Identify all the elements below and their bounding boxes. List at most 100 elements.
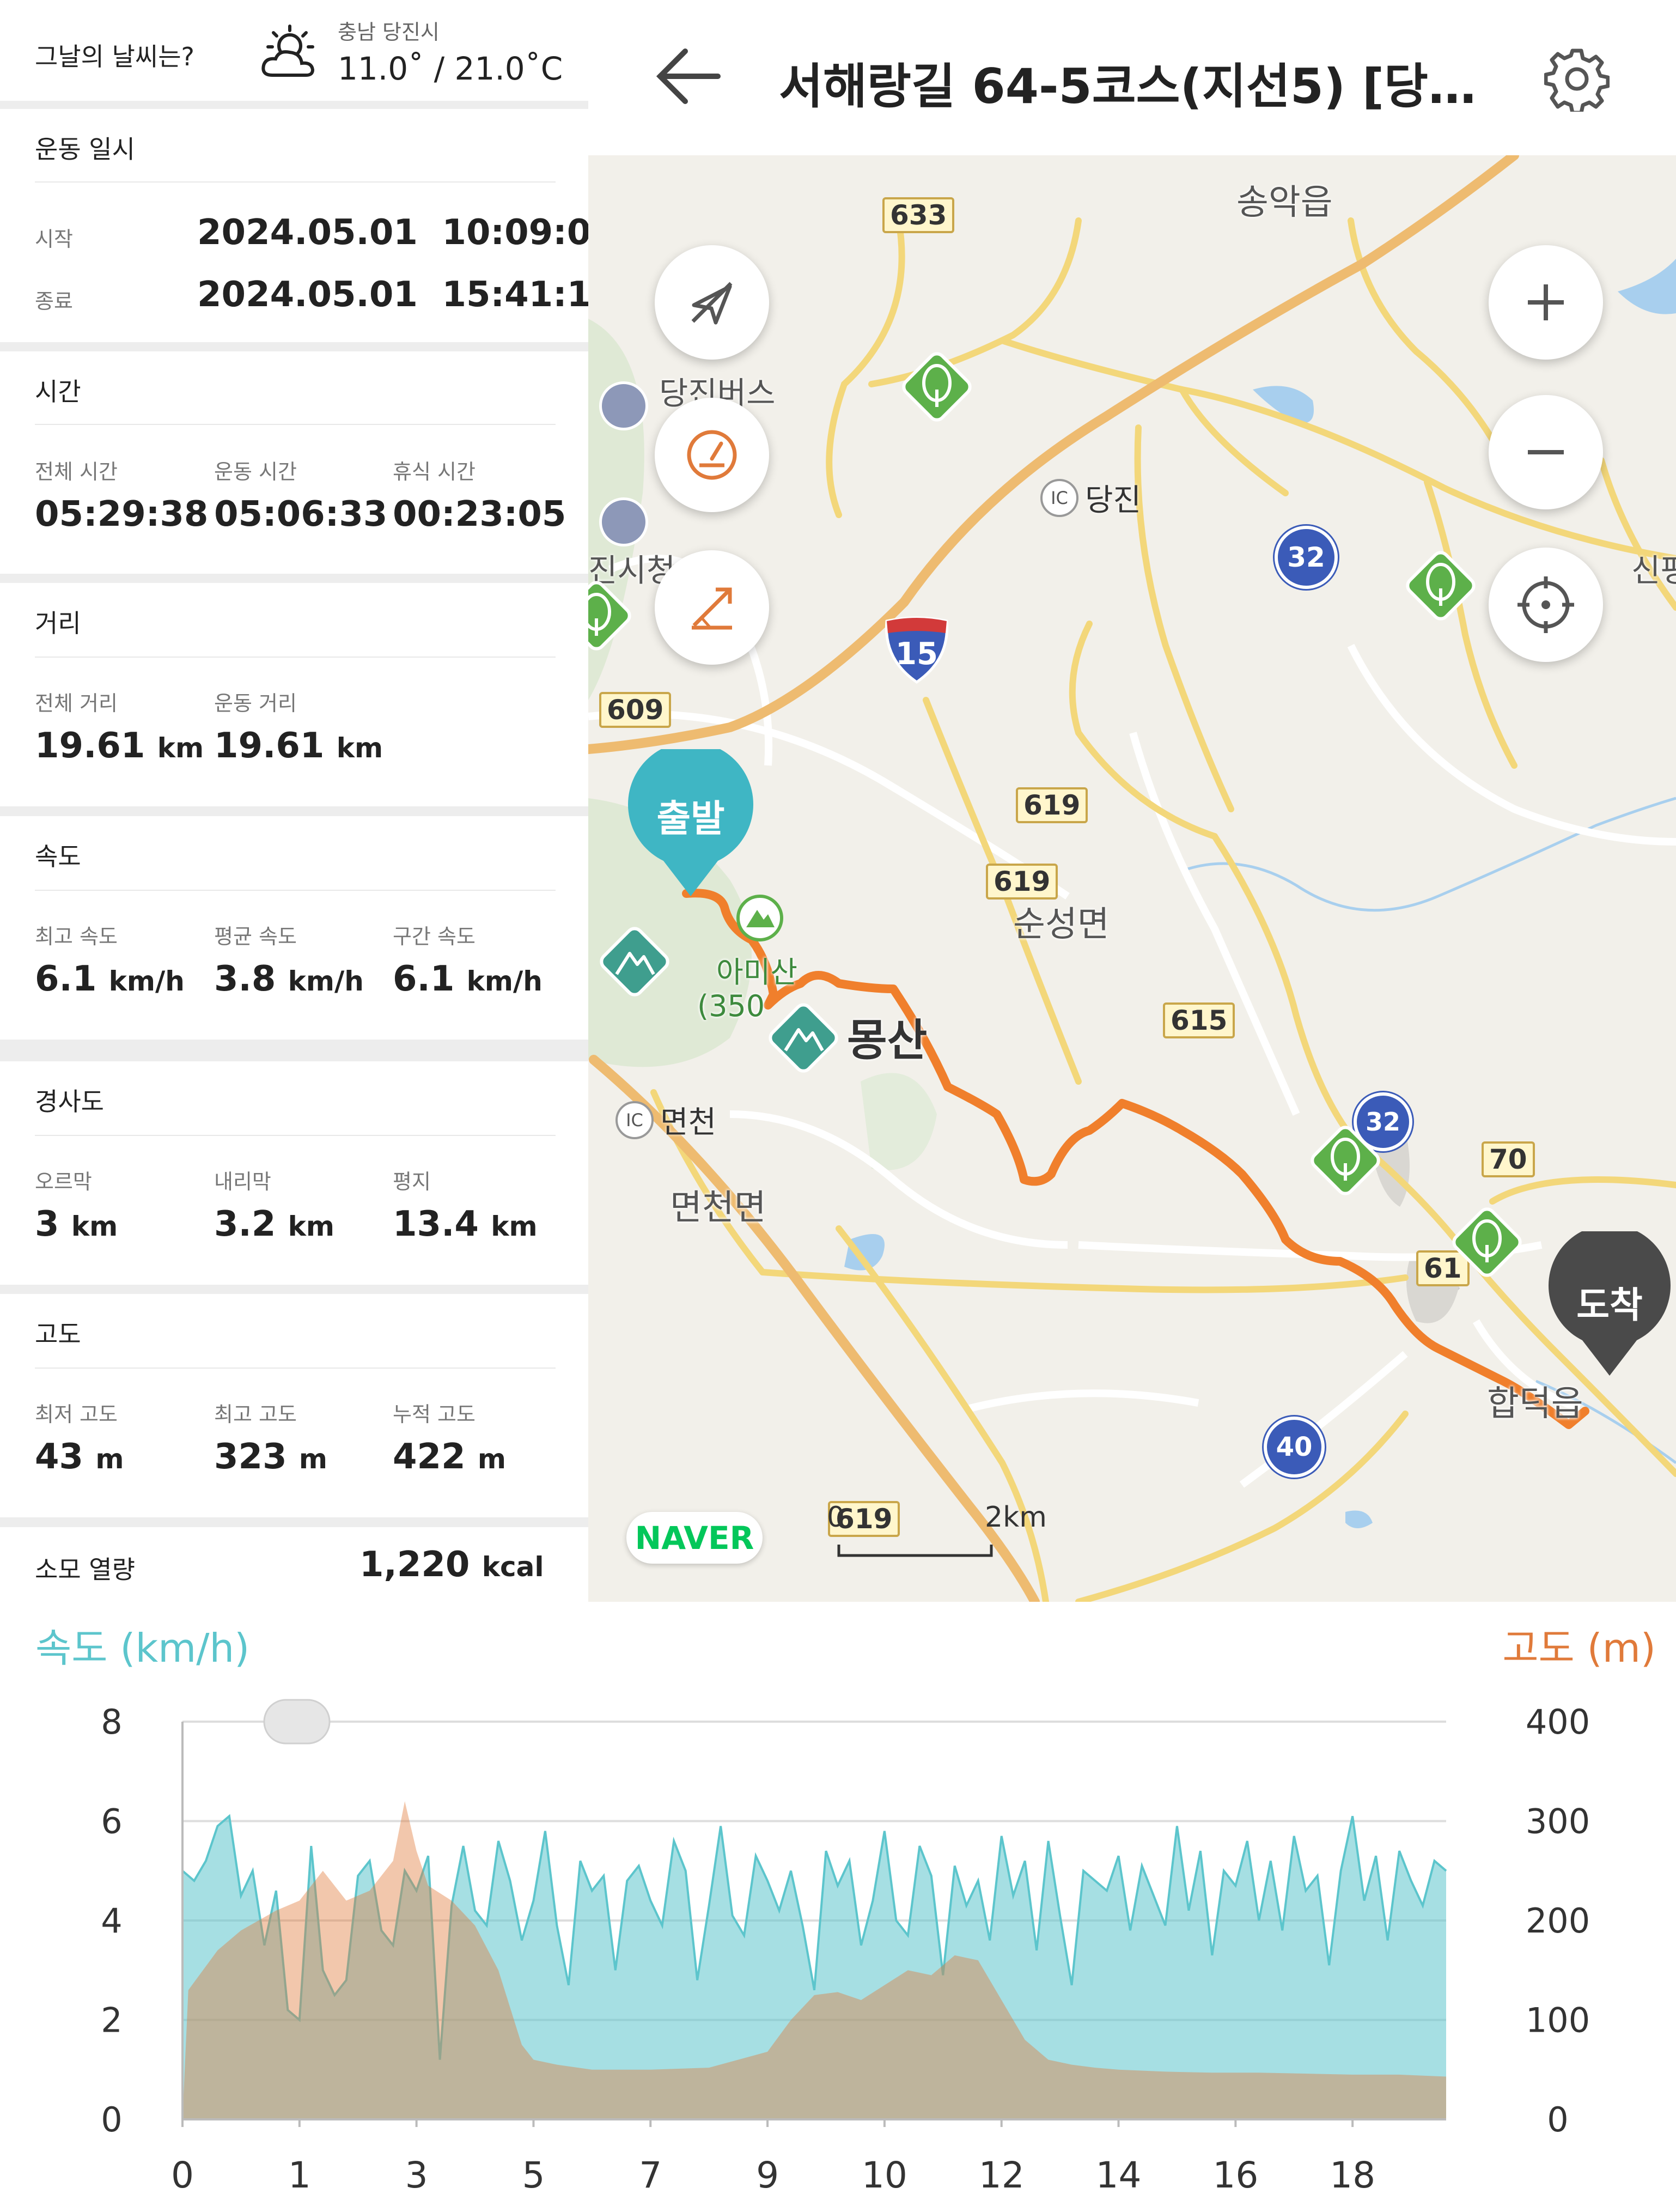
x-tick-label: 16 [1212,2154,1258,2196]
place-label: 당진 [1085,483,1142,518]
slope-title: 경사도 [35,1087,104,1116]
zoom-in-button[interactable] [1489,245,1603,360]
divider [35,424,556,425]
start-marker[interactable]: 출발 [625,749,756,902]
start-datetime: 2024.05.01 10:09:03 [197,212,615,253]
altitude-card: 고도 최저 고도 43 m 최고 고도 323 m 누적 고도 422 m [0,1294,588,1517]
road-number: 70 [1482,1141,1535,1177]
park-marker-icon[interactable] [896,346,978,430]
mountain-marker-icon[interactable] [594,921,675,1005]
end-datetime: 2024.05.01 15:41:18 [197,275,615,315]
weather-question: 그날의 날씨는? [35,42,194,71]
exercise-datetime-card: 운동 일시 시작 2024.05.01 10:09:03 종료 2024.05.… [0,109,615,342]
avg-speed-value: 3.8 km/h [214,959,364,999]
total-distance-label: 전체 거리 [35,691,118,715]
park-marker-icon[interactable] [1305,1120,1386,1204]
distance-title: 거리 [35,609,81,638]
scale-label: 2km [985,1501,1047,1534]
x-tick-label: 7 [639,2154,662,2196]
max-altitude-label: 최고 고도 [214,1402,297,1426]
speedometer-button[interactable] [655,398,769,512]
speed-series-line [181,1814,1447,2060]
ic-badge: IC [1040,478,1078,517]
compass-off-button[interactable] [655,245,769,360]
x-tick-label: 5 [522,2154,545,2196]
slope-icon [692,587,732,630]
left-tick-label: 8 [101,1702,122,1742]
current-location-button[interactable] [1489,548,1603,662]
calories-label: 소모 열량 [35,1555,135,1584]
x-tick-label: 3 [405,2154,428,2196]
road-number: 609 [599,692,672,728]
duration-title: 시간 [35,377,81,406]
right-tick-label: 200 [1526,1901,1590,1941]
left-axis-title: 속도 (km/h) [35,1625,249,1671]
route-shield: 40 [1264,1417,1325,1478]
place-label: 몽산 [847,1015,928,1066]
road-number: 619 [828,1501,900,1537]
place-label: (350 [697,989,765,1023]
avg-speed-label: 평균 속도 [214,925,297,949]
left-tick-label: 4 [101,1901,122,1941]
bus-terminal-icon[interactable] [599,381,648,430]
left-tick-label: 2 [101,2001,122,2040]
city-hall-icon[interactable] [599,497,648,546]
uphill-value: 3 km [35,1204,118,1244]
divider [35,1135,556,1136]
downhill-value: 3.2 km [214,1204,335,1244]
place-label: 신평면 [1631,552,1676,589]
x-tick-label: 14 [1096,2154,1142,2196]
calories-value: 1,220 kcal [359,1545,544,1585]
cumulative-altitude-label: 누적 고도 [393,1402,476,1426]
zoom-out-button[interactable] [1489,395,1603,509]
weather-location: 충남 당진시 [338,20,440,44]
x-tick-label: 1 [288,2154,311,2196]
left-tick-label: 6 [101,1802,122,1842]
arrow-left-icon[interactable] [654,44,724,109]
total-distance-value: 19.61 km [35,726,204,766]
min-altitude-label: 최저 고도 [35,1402,118,1426]
ic-marker: IC 당진 [1040,476,1141,520]
speed-series-area [182,1816,1446,2119]
naver-logo: NAVER [626,1512,763,1564]
x-tick-label: 18 [1330,2154,1375,2196]
ic-badge: IC [615,1101,654,1139]
compass-off-icon [691,282,733,325]
end-marker[interactable]: 도착 [1544,1231,1675,1378]
road-number: 615 [1163,1002,1235,1038]
x-tick-label: 0 [171,2154,194,2196]
park-marker-icon[interactable] [588,575,637,659]
exercise-datetime-title: 운동 일시 [35,135,135,164]
road-number: 619 [1016,787,1088,823]
right-axis-title: 고도 (m) [1502,1625,1656,1671]
mountain-peak-icon [735,894,784,945]
active-time-value: 05:06:33 [214,494,388,534]
gear-icon[interactable] [1544,46,1610,115]
flat-value: 13.4 km [393,1204,538,1244]
x-tick-label: 9 [756,2154,779,2196]
segment-speed-label: 구간 속도 [393,925,476,949]
plus-icon [1528,284,1564,320]
total-time-value: 05:29:38 [35,494,209,534]
end-label: 도착 [1576,1284,1643,1326]
duration-card: 시간 전체 시간 05:29:38 운동 시간 05:06:33 휴식 시간 0… [0,351,588,574]
route-map[interactable]: 송악읍 당진버스 진시청 신평면 순성면 아미산 (350 몽산 면천면 합덕읍… [588,155,1676,1602]
divider [35,181,556,183]
slope-card: 경사도 오르막 3 km 내리막 3.2 km 평지 13.4 km [0,1061,588,1285]
park-marker-icon[interactable] [1446,1201,1528,1285]
altitude-series-area [182,1801,1446,2119]
interstate-shield: 15 [882,616,951,684]
slope-button[interactable] [655,550,769,665]
left-tick-label: 0 [101,2100,122,2140]
speed-card: 속도 최고 속도 6.1 km/h 평균 속도 3.8 km/h 구간 속도 6… [0,816,588,1040]
ic-marker: IC 면천 [615,1098,716,1142]
segment-speed-value: 6.1 km/h [393,959,543,999]
park-marker-icon[interactable] [1400,545,1482,629]
place-label: 아미산 [716,955,798,989]
mountain-marker-icon[interactable] [763,997,844,1081]
calories-card: 소모 열량 1,220 kcal [0,1527,588,1602]
road-number: 61 [1416,1250,1470,1286]
place-label: 순성면 [1013,904,1110,945]
right-tick-label: 400 [1526,1702,1590,1742]
scale-zero: 0 [827,1501,845,1534]
